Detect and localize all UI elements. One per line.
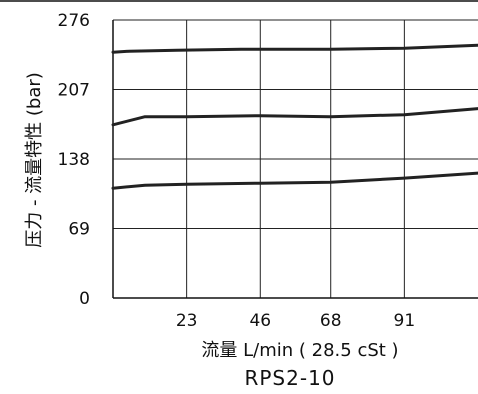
- series-lines: [111, 43, 478, 190]
- y-tick-label: 69: [68, 220, 90, 240]
- y-axis-label: 压力 - 流量特性 (bar): [24, 72, 45, 248]
- series-line-2: [111, 107, 478, 127]
- x-tick-label: 46: [249, 311, 271, 331]
- grid-lines: [113, 19, 478, 298]
- chart-axes: [112, 20, 478, 299]
- x-axis-tick-labels: 23 46 68 91: [176, 311, 415, 331]
- x-tick-label: 91: [394, 311, 416, 331]
- x-tick-label: 23: [176, 311, 198, 331]
- x-tick-label: 68: [320, 311, 342, 331]
- x-axis-label: 流量 L/min ( 28.5 cSt ): [201, 340, 398, 361]
- series-line-1: [111, 43, 478, 54]
- y-tick-label: 207: [58, 81, 90, 101]
- y-tick-label: 276: [58, 11, 90, 31]
- y-tick-label: 0: [79, 289, 90, 309]
- chart-title: RPS2-10: [244, 366, 335, 390]
- y-axis-tick-labels: 0 69 138 207 276: [58, 11, 90, 309]
- y-tick-label: 138: [58, 150, 90, 170]
- series-line-3: [111, 171, 478, 190]
